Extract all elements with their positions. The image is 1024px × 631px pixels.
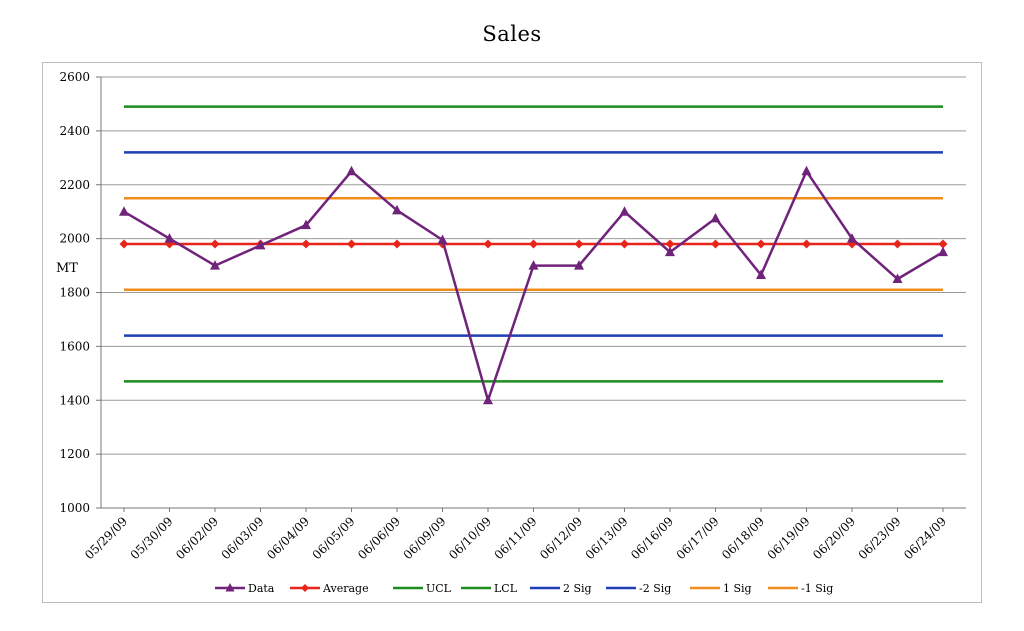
legend-label: -2 Sig xyxy=(639,582,671,595)
data-point xyxy=(347,239,356,249)
x-tick-label: 06/06/09 xyxy=(355,514,403,562)
data-point xyxy=(210,239,220,249)
y-tick-label: 2400 xyxy=(59,124,90,138)
data-point xyxy=(665,246,675,257)
chart-title: Sales xyxy=(482,22,542,46)
series-average xyxy=(119,239,948,249)
x-tick-label: 06/04/09 xyxy=(264,514,312,562)
x-tick-label: 06/13/09 xyxy=(583,514,631,562)
data-point xyxy=(483,239,493,249)
data-point xyxy=(756,239,766,249)
data-point xyxy=(892,273,903,284)
data-point xyxy=(164,233,175,243)
x-tick-label: 05/29/09 xyxy=(82,514,130,562)
data-point xyxy=(938,246,948,257)
data-point xyxy=(437,234,448,244)
data-point xyxy=(528,260,539,270)
legend-label: Average xyxy=(322,582,369,595)
data-point xyxy=(574,260,584,270)
legend-item: Data xyxy=(215,582,275,595)
x-tick-label: 06/23/09 xyxy=(856,514,904,562)
legend-item: Average xyxy=(290,582,369,595)
data-point xyxy=(574,239,584,249)
data-point xyxy=(938,239,948,249)
data-point xyxy=(665,239,675,249)
y-tick-label: 1200 xyxy=(59,447,90,461)
series-data xyxy=(119,165,948,405)
y-axis-label: MT xyxy=(56,261,78,276)
x-tick-label: 06/10/09 xyxy=(446,514,494,562)
x-tick-label: 06/02/09 xyxy=(173,514,221,562)
data-point xyxy=(756,269,766,279)
x-tick-label: 06/11/09 xyxy=(492,514,540,562)
legend-item: -2 Sig xyxy=(606,582,671,595)
legend-label: Data xyxy=(248,582,275,595)
legend-item: UCL xyxy=(393,582,452,595)
x-tick-label: 06/09/09 xyxy=(401,514,449,562)
data-point xyxy=(346,165,357,176)
data-point xyxy=(619,206,630,216)
data-point xyxy=(802,239,811,249)
legend-label: LCL xyxy=(494,582,518,595)
y-tick-label: 2200 xyxy=(59,178,90,192)
data-point xyxy=(847,233,857,243)
data-point xyxy=(529,239,538,249)
data-point xyxy=(392,239,402,249)
data-point xyxy=(119,206,129,216)
data-point xyxy=(711,239,720,249)
legend-marker xyxy=(301,584,309,592)
y-tick-label: 2600 xyxy=(59,70,90,84)
x-tick-label: 05/30/09 xyxy=(128,514,176,562)
legend-item: 2 Sig xyxy=(530,582,592,595)
x-tick-label: 06/05/09 xyxy=(310,514,358,562)
x-tick-label: 06/24/09 xyxy=(901,514,949,562)
series-line xyxy=(123,170,944,402)
chart-frame xyxy=(42,62,982,603)
data-point xyxy=(255,239,266,250)
y-tick-label: 1800 xyxy=(59,286,90,300)
data-point xyxy=(301,239,311,249)
data-point xyxy=(893,239,902,249)
legend-item: 1 Sig xyxy=(690,582,752,595)
x-tick-label: 06/16/09 xyxy=(628,514,676,562)
data-point xyxy=(801,165,812,176)
y-tick-label: 1400 xyxy=(59,393,90,407)
legend-label: 2 Sig xyxy=(563,582,592,595)
legend-item: -1 Sig xyxy=(768,582,833,595)
data-point xyxy=(119,239,129,249)
legend-item: LCL xyxy=(461,582,518,595)
x-tick-label: 06/18/09 xyxy=(719,514,767,562)
y-tick-label: 2000 xyxy=(59,232,90,246)
x-tick-label: 06/20/09 xyxy=(810,514,858,562)
x-tick-label: 06/03/09 xyxy=(219,514,267,562)
y-tick-label: 1600 xyxy=(59,339,90,353)
data-point xyxy=(301,219,311,230)
x-tick-label: 06/12/09 xyxy=(537,514,585,562)
legend-label: 1 Sig xyxy=(723,582,752,595)
data-point xyxy=(620,239,629,249)
data-point xyxy=(483,394,493,405)
legend-marker xyxy=(225,583,235,592)
data-point xyxy=(710,212,721,223)
x-tick-label: 06/19/09 xyxy=(765,514,813,562)
x-tick-label: 06/17/09 xyxy=(674,514,722,562)
data-point xyxy=(210,260,220,270)
legend-label: UCL xyxy=(426,582,452,595)
data-point xyxy=(392,204,402,215)
legend-label: -1 Sig xyxy=(801,582,833,595)
y-tick-label: 1000 xyxy=(59,501,90,515)
